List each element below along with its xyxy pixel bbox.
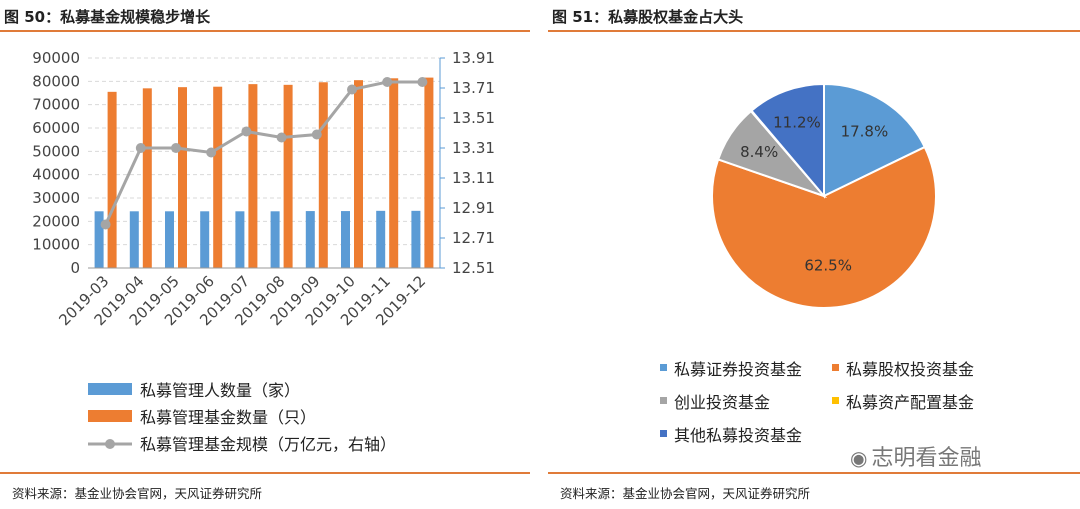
left-source-rule (0, 472, 530, 474)
bar-fund-count (142, 88, 152, 268)
combo-chart: 0 10000 20000 30000 40000 50000 60000 70000 8000… (32, 49, 495, 454)
pie-chart: 17.8% 62.5% 8.4% 11.2% 私募证券投资基金 私募股权投资基金创业投资… (660, 82, 974, 445)
bar-series (94, 77, 434, 269)
fund-scale-point (171, 143, 181, 153)
fund-scale-point (135, 143, 146, 153)
y-tick-label: 60000 (32, 119, 80, 137)
pie-data-label: 17.8% (841, 122, 889, 140)
bar-fund-count (283, 84, 293, 268)
bar-manager-count (411, 210, 421, 268)
y-tick-label: 80000 (32, 72, 80, 90)
legend-label: 创业投资基金 (674, 393, 770, 412)
pie-data-label: 8.4% (740, 143, 778, 161)
pie-data-label: 11.2% (773, 113, 821, 131)
bar-manager-count (341, 211, 350, 268)
fund-scale-point (382, 77, 393, 87)
bar-manager-count (235, 211, 245, 268)
left-figure-title: 图 50：私募基金规模稳步增长 (4, 8, 211, 26)
line-series (100, 77, 428, 230)
watermark-text: 志明看金融 (871, 446, 982, 471)
legend-label: 私募资产配置基金 (846, 393, 974, 412)
bar-manager-count (305, 211, 315, 268)
right-chart-panel: 图 51：私募股权基金占大头 17.8% 62.5% 8.4% 11.2% 私募证券投… (548, 0, 1080, 509)
y2-tick-label: 12.71 (452, 229, 495, 247)
pie-slice (711, 145, 937, 309)
y-tick-label: 70000 (32, 96, 80, 114)
y-tick-label: 0 (70, 259, 80, 277)
y-tick-label: 50000 (32, 142, 80, 160)
bar-fund-count (354, 80, 363, 269)
right-figure-title: 图 51：私募股权基金占大头 (552, 8, 744, 26)
y2-tick-label: 13.91 (452, 49, 495, 67)
fund-scale-point (276, 132, 287, 143)
fund-scale-point (311, 129, 322, 140)
bar-manager-count (129, 211, 139, 268)
right-source-rule (548, 472, 1080, 474)
pie-data-label: 62.5% (804, 256, 852, 274)
legend-label: 私募管理基金数量（只） (140, 408, 316, 427)
y2-tick-label: 13.71 (452, 79, 495, 97)
bar-fund-count (424, 77, 434, 268)
y-tick-label: 40000 (32, 166, 80, 184)
fund-scale-point (241, 126, 252, 137)
wechat-icon: ◉ (850, 446, 868, 470)
fund-scale-point (100, 219, 111, 230)
pie-slice (750, 82, 825, 199)
legend-swatch (660, 430, 667, 437)
bar-manager-count (165, 211, 174, 268)
right-title-rule (548, 30, 1080, 32)
bar-fund-count (107, 91, 117, 268)
bar-manager-count (376, 210, 386, 268)
legend-swatch (832, 364, 839, 371)
pie-slices (711, 82, 937, 309)
y-tick-label: 30000 (32, 189, 80, 207)
legend-label: 私募证券投资基金 (674, 360, 802, 379)
y2-tick-label: 12.51 (452, 259, 495, 277)
bar-fund-count (213, 86, 223, 268)
y-tick-label: 90000 (32, 49, 80, 67)
legend-label: 私募管理基金规模（万亿元，右轴） (140, 435, 396, 454)
left-source-note: 资料来源：基金业协会官网，天风证券研究所 (12, 486, 263, 501)
combo-legend: 私募管理人数量（家） 私募管理基金数量（只） 私募管理基金规模（万亿元，右轴） (88, 381, 396, 454)
left-chart-panel: 图 50：私募基金规模稳步增长 0 10000 20000 30000 40000 500… (0, 0, 530, 509)
legend-label: 私募股权投资基金 (846, 360, 974, 379)
bar-fund-count (389, 78, 399, 268)
fund-scale-point (347, 84, 357, 95)
legend-swatch (660, 397, 667, 404)
legend-label: 私募管理人数量（家） (140, 381, 300, 400)
bar-fund-count (318, 82, 328, 269)
bar-manager-count (270, 211, 280, 268)
pie-slice (823, 82, 927, 198)
y2-tick-label: 13.51 (452, 109, 495, 127)
left-title-rule (0, 30, 530, 32)
bar-manager-count (200, 211, 210, 268)
legend-label: 其他私募投资基金 (674, 426, 802, 445)
bar-fund-count (248, 84, 258, 268)
y-tick-label: 20000 (32, 212, 80, 230)
fund-scale-line (104, 80, 423, 226)
right-source-note: 资料来源：基金业协会官网，天风证券研究所 (560, 486, 811, 501)
y2-tick-label: 12.91 (452, 199, 495, 217)
legend-swatch (660, 364, 667, 371)
legend-marker (105, 439, 115, 449)
y-tick-label: 10000 (32, 236, 80, 254)
legend-swatch (88, 410, 132, 422)
y2-tick-label: 13.31 (452, 139, 495, 157)
watermark: ◉ 志明看金融 (850, 440, 981, 472)
fund-scale-point (417, 77, 428, 87)
legend-swatch (832, 397, 839, 404)
pie-labels: 17.8% 62.5% 8.4% 11.2% (740, 113, 888, 274)
legend-swatch (88, 383, 132, 395)
bar-manager-count (94, 211, 104, 268)
y2-tick-label: 13.11 (452, 169, 495, 187)
fund-scale-point (206, 147, 217, 158)
bar-fund-count (178, 87, 187, 269)
